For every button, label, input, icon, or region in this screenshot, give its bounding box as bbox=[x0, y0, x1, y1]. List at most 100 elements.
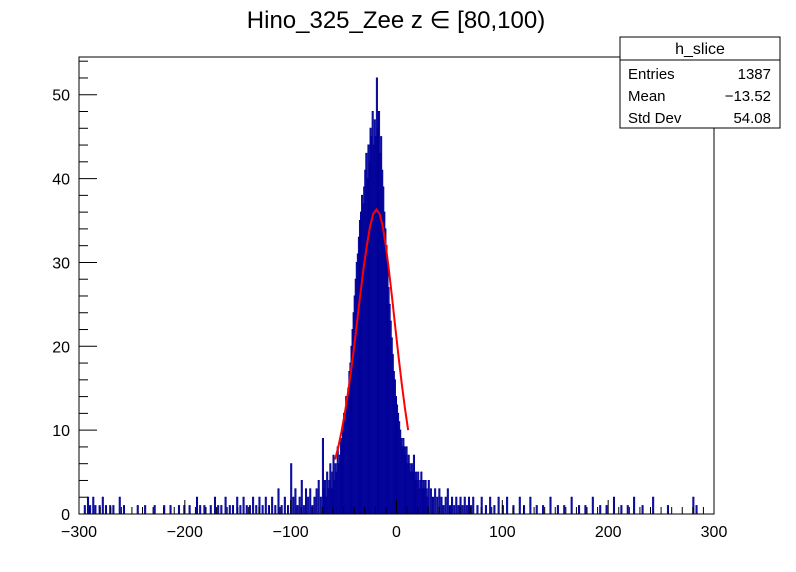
histogram-bin bbox=[309, 488, 312, 514]
histogram-bin bbox=[286, 505, 290, 514]
y-tick-label: 10 bbox=[52, 423, 70, 440]
histogram-bin bbox=[274, 505, 277, 514]
histogram-bin bbox=[549, 496, 552, 514]
histogram-bin bbox=[261, 505, 264, 514]
x-tick-label: −300 bbox=[61, 524, 97, 541]
histogram-bin bbox=[506, 496, 509, 514]
histogram-bin bbox=[220, 505, 223, 514]
chart-title: Hino_325_Zee z ∈ [80,100) bbox=[247, 7, 545, 34]
histogram-bin bbox=[467, 496, 471, 514]
histogram-bin bbox=[315, 488, 318, 514]
histogram-bin bbox=[242, 496, 245, 514]
histogram-bin bbox=[457, 505, 460, 514]
x-tick-label: 0 bbox=[392, 524, 401, 541]
histogram-bin bbox=[438, 488, 441, 514]
histogram-bin bbox=[136, 505, 139, 514]
histogram-bin bbox=[599, 505, 602, 514]
histogram-bin bbox=[209, 505, 212, 514]
histogram-bin bbox=[620, 505, 623, 514]
histogram-bin bbox=[578, 505, 581, 514]
stat-stddev-value: 54.08 bbox=[733, 110, 771, 127]
histogram-bin bbox=[313, 496, 316, 514]
histogram-bin bbox=[476, 505, 479, 514]
histogram-bin bbox=[563, 505, 566, 514]
histogram-bin bbox=[584, 505, 587, 514]
histogram-bin bbox=[695, 505, 698, 514]
histogram-bin bbox=[203, 505, 206, 514]
y-tick-label: 50 bbox=[52, 88, 70, 105]
histogram-bin bbox=[300, 479, 303, 514]
stat-mean-label: Mean bbox=[628, 88, 666, 105]
histogram-bin bbox=[453, 505, 456, 514]
histogram-series bbox=[83, 77, 698, 514]
histogram-bin bbox=[463, 496, 466, 514]
x-tick-label: 200 bbox=[595, 524, 622, 541]
histogram-bin bbox=[177, 505, 181, 514]
histogram-bin bbox=[101, 496, 104, 514]
histogram-bin bbox=[641, 505, 644, 514]
histogram-bin bbox=[118, 496, 121, 514]
stat-stddev-label: Std Dev bbox=[628, 110, 682, 127]
histogram-bin bbox=[480, 496, 483, 514]
histogram-bin bbox=[472, 496, 475, 514]
histogram-bin bbox=[626, 505, 629, 514]
x-tick-label: 300 bbox=[701, 524, 728, 541]
histogram-bin bbox=[427, 479, 430, 514]
histogram-bin bbox=[446, 488, 449, 514]
histogram-bin bbox=[153, 505, 156, 514]
stats-box: h_slice Entries 1387 Mean −13.52 Std Dev… bbox=[619, 36, 781, 129]
histogram-bin bbox=[444, 496, 447, 514]
histogram-bin bbox=[255, 505, 258, 514]
stat-entries-value: 1387 bbox=[738, 66, 771, 83]
histogram-bin bbox=[296, 505, 299, 514]
histogram-bin bbox=[461, 505, 464, 514]
histogram-bin bbox=[294, 488, 297, 514]
histogram-bin bbox=[228, 505, 231, 514]
histogram-bin bbox=[431, 496, 435, 514]
histogram-bin bbox=[188, 505, 191, 514]
stats-box-title: h_slice bbox=[675, 41, 725, 58]
y-tick-label: 0 bbox=[61, 507, 70, 524]
histogram-bin bbox=[529, 496, 532, 514]
histogram-bin bbox=[199, 505, 202, 514]
histogram-bin bbox=[317, 479, 320, 514]
histogram-bin bbox=[290, 463, 293, 514]
stats-box-frame bbox=[619, 36, 781, 129]
histogram-bin bbox=[280, 505, 283, 514]
histogram-bin bbox=[122, 505, 126, 514]
histogram-bin bbox=[271, 496, 274, 514]
histogram-bin bbox=[83, 505, 86, 514]
histogram-bin bbox=[195, 496, 199, 514]
histogram-bin bbox=[213, 496, 217, 514]
histogram-bin bbox=[224, 496, 227, 514]
histogram-bin bbox=[217, 505, 220, 514]
histogram-bin bbox=[94, 505, 97, 514]
fit-curve-series bbox=[334, 207, 410, 460]
histogram-bin bbox=[440, 496, 443, 514]
histogram-bin bbox=[248, 505, 251, 514]
histogram-bin bbox=[605, 505, 608, 514]
x-tick-label: 100 bbox=[489, 524, 516, 541]
y-axis: 0 10 20 30 40 50 bbox=[52, 60, 97, 524]
histogram-bin bbox=[465, 505, 468, 514]
histogram-bin bbox=[666, 505, 669, 514]
x-axis: −300 −200 −100 0 100 200 300 bbox=[61, 500, 727, 541]
histogram-bin bbox=[231, 505, 235, 514]
histogram-bin bbox=[692, 496, 695, 514]
histogram-bin bbox=[236, 496, 239, 514]
histogram-bin bbox=[302, 505, 305, 514]
histogram-bin bbox=[459, 496, 462, 514]
histogram-bin bbox=[112, 505, 115, 514]
histogram-bin bbox=[436, 496, 439, 514]
histogram-bin bbox=[570, 496, 573, 514]
histogram-bin bbox=[497, 496, 500, 514]
histogram-bin bbox=[442, 505, 445, 514]
histogram-bin bbox=[434, 488, 437, 514]
fit-curve bbox=[334, 207, 410, 460]
histogram-bin bbox=[245, 505, 248, 514]
histogram-bin bbox=[321, 438, 324, 514]
histogram-bin bbox=[612, 496, 616, 514]
x-tick-label: −200 bbox=[167, 524, 203, 541]
histogram-bin bbox=[292, 496, 295, 514]
histogram-bin bbox=[283, 496, 286, 514]
